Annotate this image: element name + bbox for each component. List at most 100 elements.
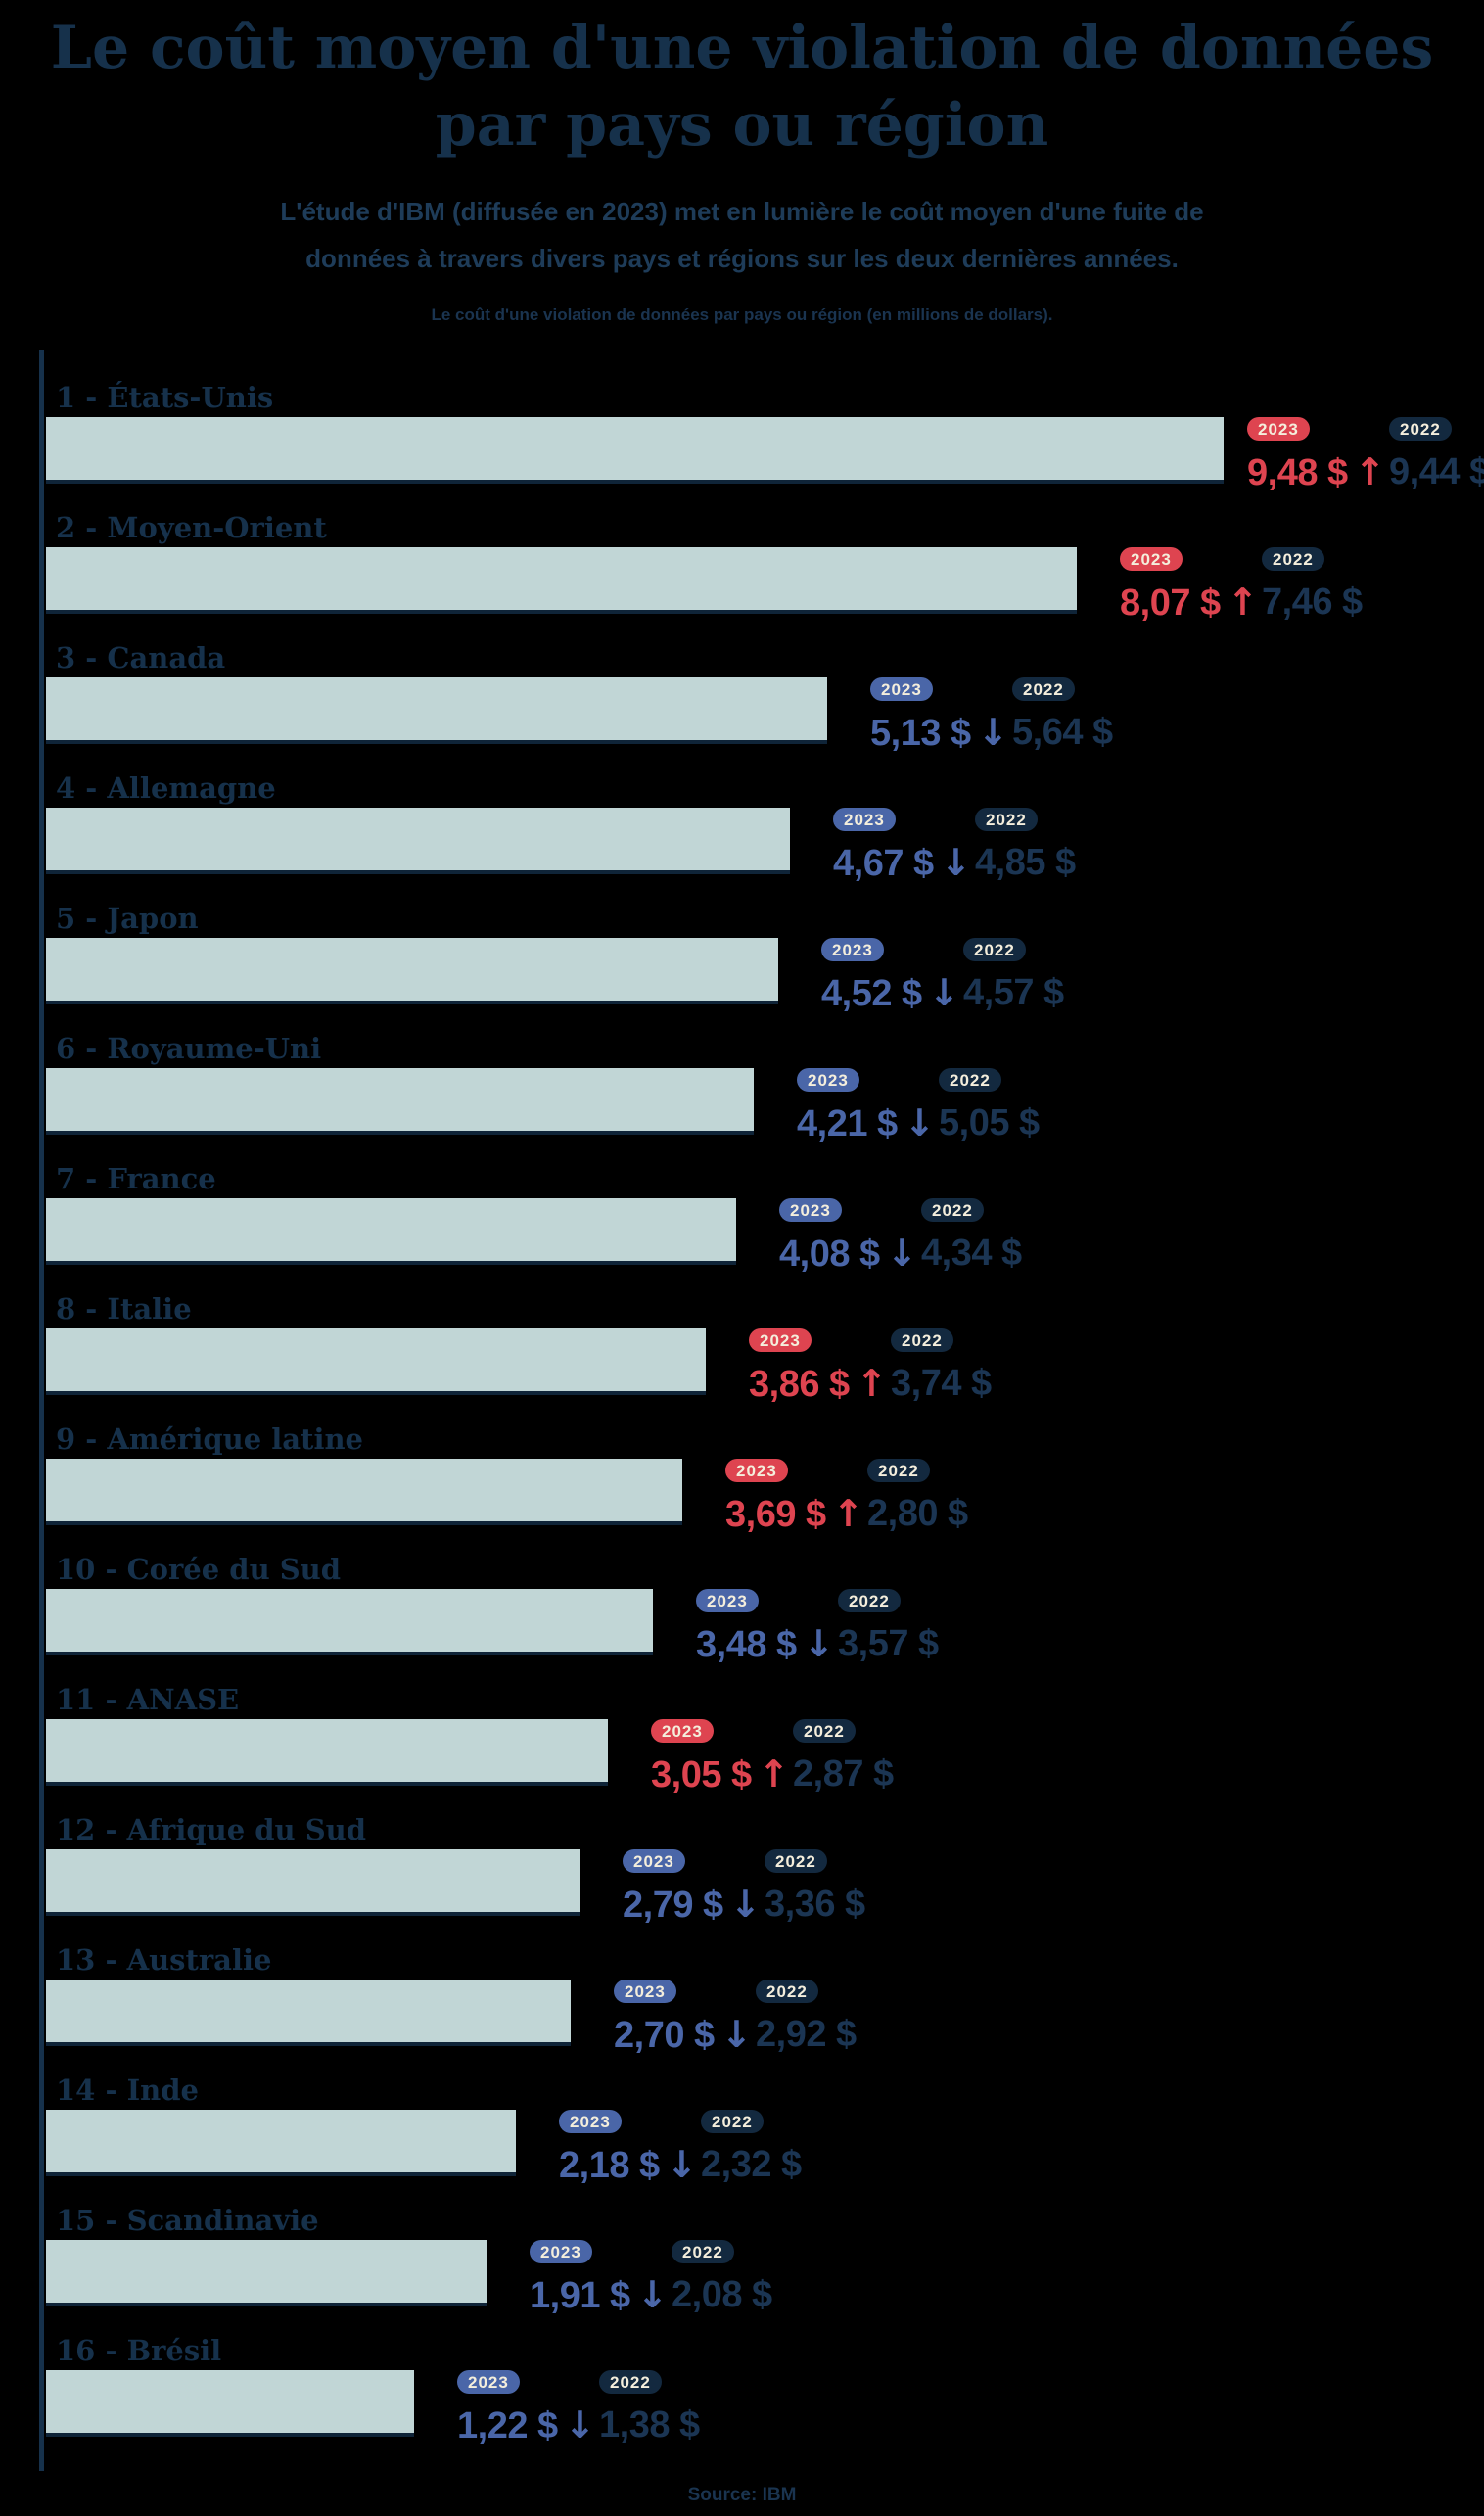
trend-up-arrow-icon: ↑ [832,1492,864,1536]
page-title-line2: par pays ou région [435,91,1049,161]
year-badge-2023: 2023 [833,808,896,832]
value-2022-amount: 3,74 $ [891,1363,992,1405]
bar-line: 2023 4,67 $ ↓ 2022 4,85 $ [44,808,1484,882]
bar-line: 2023 2,70 $ ↓ 2022 2,92 $ [44,1980,1484,2054]
value-2023-amount: 4,08 $ [779,1234,880,1276]
value-2022-amount: 1,38 $ [599,2404,700,2446]
chart-row: 10 - Corée du Sud 2023 3,48 $ ↓ 2022 3,57… [44,1552,1484,1682]
value-2023-amount: 8,07 $ [1120,582,1221,625]
value-group-2023: 2023 2,79 $ ↓ [623,1849,762,1924]
value-2022-amount: 4,57 $ [963,972,1064,1014]
value-group-2023: 2023 3,48 $ ↓ [696,1589,835,1663]
value-group-2022: 2022 4,57 $ [963,938,1064,1011]
year-badge-2022: 2022 [701,2110,764,2134]
value-annotations: 2023 4,67 $ ↓ 2022 4,85 $ [833,808,1076,882]
value-group-2023: 2023 2,18 $ ↓ [559,2110,698,2184]
value-2023: 3,69 $ ↑ [725,1492,864,1536]
year-badge-2023: 2023 [614,1980,676,2004]
year-badge-2023: 2023 [870,677,933,702]
bar-line: 2023 4,52 $ ↓ 2022 4,57 $ [44,938,1484,1012]
chart-row: 12 - Afrique du Sud 2023 2,79 $ ↓ 2022 3,… [44,1812,1484,1942]
trend-down-arrow-icon: ↓ [803,1622,835,1666]
value-annotations: 2023 1,91 $ ↓ 2022 2,08 $ [530,2240,772,2314]
value-group-2023: 2023 4,67 $ ↓ [833,808,972,882]
value-annotations: 2023 3,05 $ ↑ 2022 2,87 $ [651,1719,894,1794]
value-group-2023: 2023 3,05 $ ↑ [651,1719,790,1794]
year-badge-2022: 2022 [838,1589,901,1613]
value-group-2023: 2023 3,86 $ ↑ [749,1328,888,1403]
year-badge-2022: 2022 [867,1459,930,1483]
country-label: 2 - Moyen-Orient [56,511,327,545]
year-badge-2022: 2022 [793,1719,856,1744]
chart-caption: Le coût d'une violation de données par p… [431,305,1053,325]
bar-line: 2023 2,79 $ ↓ 2022 3,36 $ [44,1849,1484,1924]
page-title: Le coût moyen d'une violation de données… [0,10,1484,164]
value-bar-2023 [46,938,778,1005]
year-badge-2023: 2023 [1120,547,1183,572]
trend-up-arrow-icon: ↑ [856,1362,888,1406]
country-label: 4 - Allemagne [56,771,276,806]
chart-row: 7 - France 2023 4,08 $ ↓ 2022 4,34 $ [44,1161,1484,1291]
country-label: 12 - Afrique du Sud [56,1813,367,1847]
bar-line: 2023 1,91 $ ↓ 2022 2,08 $ [44,2240,1484,2314]
country-label: 15 - Scandinavie [56,2204,319,2238]
value-bar-2023 [46,417,1224,485]
bar-line: 2023 8,07 $ ↑ 2022 7,46 $ [44,547,1484,622]
value-group-2022: 2022 3,74 $ [891,1328,992,1402]
value-2023-amount: 4,21 $ [797,1103,898,1145]
year-badge-2022: 2022 [765,1849,827,1874]
chart-row: 14 - Inde 2023 2,18 $ ↓ 2022 2,32 $ [44,2073,1484,2203]
country-label: 10 - Corée du Sud [56,1553,342,1587]
value-annotations: 2023 1,22 $ ↓ 2022 1,38 $ [457,2370,700,2445]
value-group-2022: 2022 2,92 $ [756,1980,857,2053]
value-2023-amount: 3,69 $ [725,1494,826,1536]
value-group-2023: 2023 1,91 $ ↓ [530,2240,669,2314]
trend-down-arrow-icon: ↓ [564,2403,596,2447]
value-group-2023: 2023 2,70 $ ↓ [614,1980,753,2054]
subtitle-line2: données à travers divers pays et régions… [305,244,1179,274]
trend-down-arrow-icon: ↓ [729,1883,762,1927]
value-2023: 2,18 $ ↓ [559,2146,698,2184]
year-badge-2022: 2022 [1389,417,1452,442]
value-2022-amount: 2,08 $ [672,2274,772,2316]
value-annotations: 2023 9,48 $ ↑ 2022 9,44 $ [1247,417,1484,491]
subtitle-line1: L'étude d'IBM (diffusée en 2023) met en … [280,197,1204,227]
value-bar-2023 [46,1459,682,1526]
value-2022-amount: 9,44 $ [1389,451,1484,493]
country-label: 14 - Inde [56,2073,199,2108]
year-badge-2023: 2023 [821,938,884,962]
value-bar-2023 [46,2370,414,2438]
value-bar-2023 [46,1068,754,1136]
value-group-2023: 2023 8,07 $ ↑ [1120,547,1259,625]
value-annotations: 2023 4,08 $ ↓ 2022 4,34 $ [779,1198,1022,1273]
value-annotations: 2023 4,21 $ ↓ 2022 5,05 $ [797,1068,1040,1142]
chart-row: 15 - Scandinavie 2023 1,91 $ ↓ 2022 2,08 … [44,2203,1484,2333]
country-label: 7 - France [56,1162,216,1196]
trend-down-arrow-icon: ↓ [720,2013,753,2057]
chart-row: 2 - Moyen-Orient 2023 8,07 $ ↑ 2022 7,46 … [44,510,1484,640]
value-group-2022: 2022 2,87 $ [793,1719,894,1793]
value-annotations: 2023 3,48 $ ↓ 2022 3,57 $ [696,1589,939,1663]
value-2023: 4,67 $ ↓ [833,844,972,882]
year-badge-2023: 2023 [1247,417,1310,442]
value-2022-amount: 2,32 $ [701,2144,802,2186]
trend-up-arrow-icon: ↑ [758,1752,790,1796]
value-2023: 3,05 $ ↑ [651,1752,790,1796]
chart-row: 8 - Italie 2023 3,86 $ ↑ 2022 3,74 $ [44,1291,1484,1421]
bar-line: 2023 9,48 $ ↑ 2022 9,44 $ [44,417,1484,491]
chart-row: 16 - Brésil 2023 1,22 $ ↓ 2022 1,38 $ [44,2333,1484,2463]
country-label: 6 - Royaume-Uni [56,1032,322,1066]
value-annotations: 2023 5,13 $ ↓ 2022 5,64 $ [870,677,1113,752]
value-group-2022: 2022 3,36 $ [765,1849,865,1923]
value-group-2022: 2022 2,08 $ [672,2240,772,2313]
value-2023-amount: 4,52 $ [821,973,922,1015]
value-2022-amount: 5,64 $ [1012,712,1113,754]
value-2022-amount: 4,85 $ [975,842,1076,884]
value-2023: 1,22 $ ↓ [457,2403,596,2447]
country-label: 13 - Australie [56,1943,272,1978]
value-bar-2023 [46,547,1077,615]
bar-line: 2023 4,21 $ ↓ 2022 5,05 $ [44,1068,1484,1142]
value-bar-2023 [46,808,790,875]
value-group-2023: 2023 9,48 $ ↑ [1247,417,1386,491]
value-annotations: 2023 3,69 $ ↑ 2022 2,80 $ [725,1459,968,1533]
